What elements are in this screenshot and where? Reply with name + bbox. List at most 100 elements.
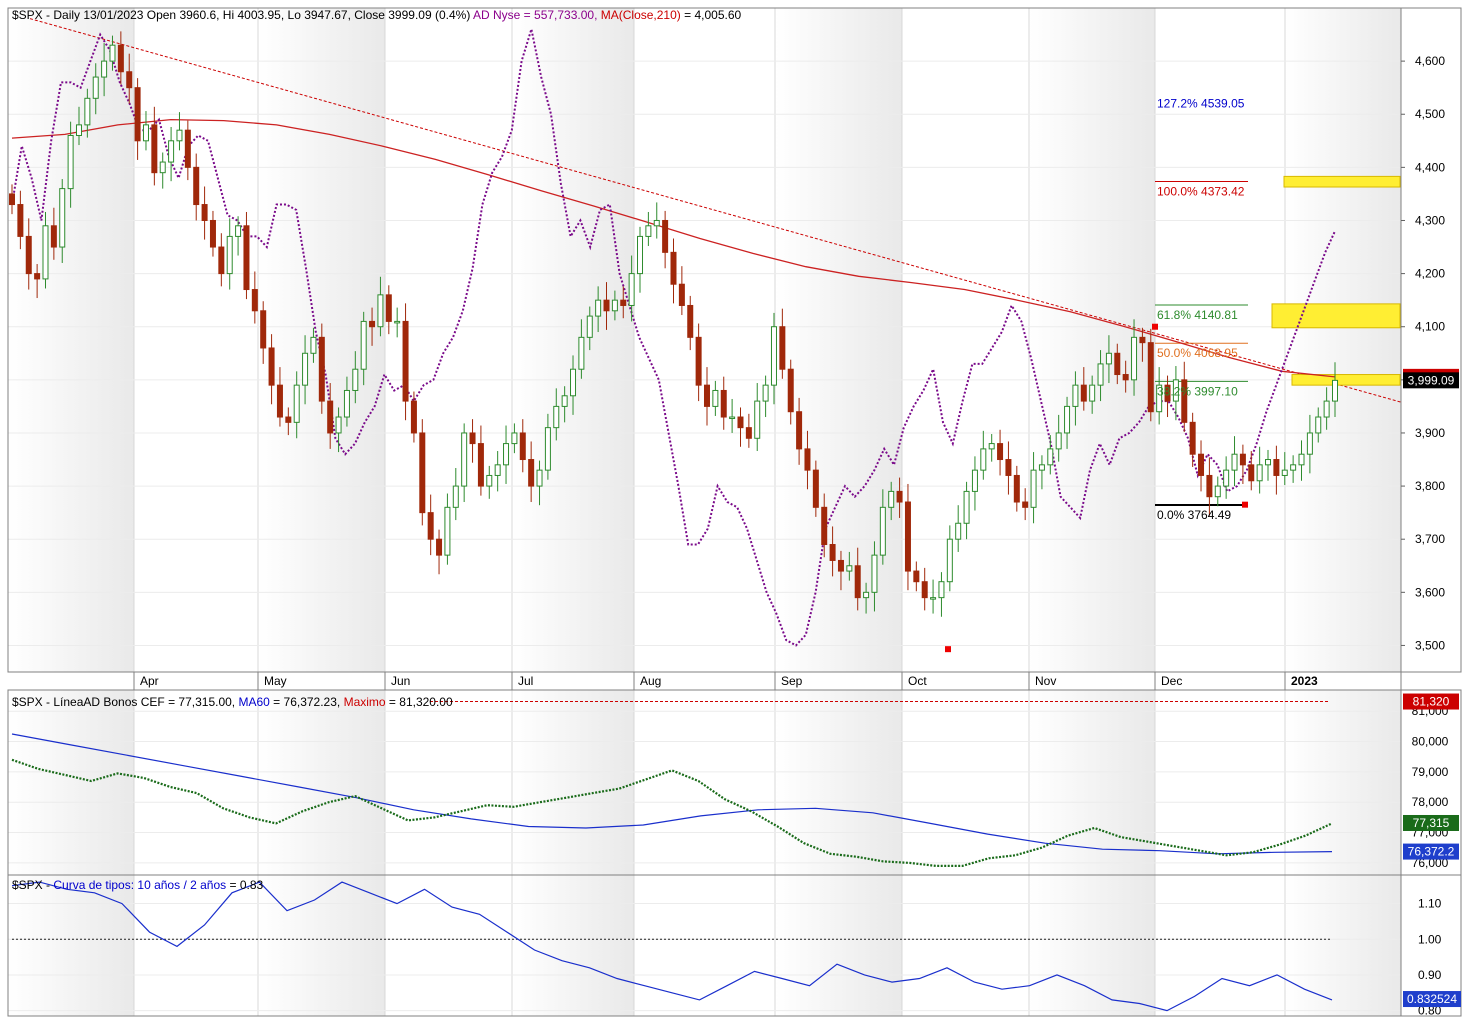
price-tick-label: 3,600 — [1415, 585, 1445, 599]
candle-body — [50, 225, 57, 248]
candle-body — [1248, 464, 1255, 482]
candle-body — [134, 87, 141, 142]
candle-body — [980, 448, 987, 471]
ad-bonds-tick-label: 79,000 — [1412, 765, 1449, 779]
candle-body — [712, 389, 719, 407]
ma-210-line — [11, 118, 1336, 378]
month-band — [1029, 875, 1155, 1016]
candle-body — [888, 490, 895, 508]
candle-body — [1147, 342, 1154, 413]
candle-body — [570, 368, 577, 397]
candle-body — [84, 97, 91, 126]
candle-body — [101, 60, 108, 78]
candle-body — [1047, 448, 1054, 466]
candle-body — [770, 326, 777, 386]
candle-body — [226, 235, 233, 275]
candle-body — [687, 304, 694, 338]
candle-body — [645, 225, 652, 237]
candle-body — [1022, 501, 1029, 508]
month-band — [512, 690, 634, 875]
month-band — [8, 8, 134, 672]
month-label: Aug — [640, 674, 661, 688]
ad-bonds-panel-title-part: = 81,320.00 — [386, 695, 453, 709]
candle-body — [494, 464, 501, 476]
price-panel-title-part: MA(Close,210) — [601, 8, 681, 22]
month-band — [512, 8, 634, 672]
price-tick-label: 3,500 — [1415, 638, 1445, 652]
candle-body — [126, 71, 133, 89]
candle-body — [695, 336, 702, 386]
candle-body — [117, 44, 124, 73]
candle-body — [1080, 384, 1087, 402]
candle-body — [1131, 336, 1138, 381]
candle-body — [1332, 379, 1338, 402]
price-tick-label: 3,800 — [1415, 479, 1445, 493]
fib-level-label: 127.2% 4539.05 — [1157, 96, 1245, 110]
yield-tick-label: 0.90 — [1418, 968, 1442, 982]
candle-body — [486, 474, 493, 487]
candle-body — [620, 299, 627, 306]
panel-frame — [7, 874, 1462, 1017]
ad-bonds-panel-title: $SPX - LíneaAD Bonos CEF = 77,315.00, MA… — [12, 695, 453, 709]
candle-body — [871, 554, 878, 593]
candle-body — [762, 384, 769, 402]
candle-body — [611, 299, 618, 312]
candle-body — [1030, 469, 1037, 508]
candle-body — [678, 283, 685, 306]
yield-tick-label: 1.00 — [1418, 932, 1442, 946]
candle-body — [1189, 421, 1196, 455]
candle-body — [1265, 459, 1272, 466]
yield-tick-label: 1.10 — [1418, 897, 1442, 911]
price-panel-title-part: AD Nyse = 557,733.00, — [473, 8, 601, 22]
candle-body — [946, 538, 953, 583]
candle-body — [804, 448, 811, 471]
candle-body — [1256, 464, 1263, 482]
month-band — [634, 8, 775, 672]
yield-panel-title: $SPX - Curva de tipos: 10 años / 2 años … — [12, 878, 263, 892]
month-label: 2023 — [1291, 674, 1318, 688]
candle-body — [536, 469, 543, 487]
candle-body — [1181, 379, 1188, 423]
candle-body — [1198, 453, 1205, 476]
month-band — [1285, 8, 1401, 672]
price-tick-label: 3,900 — [1415, 426, 1445, 440]
candle-body — [25, 235, 32, 275]
candle-body — [151, 124, 158, 174]
candle-body — [930, 597, 937, 600]
yield-panel-title-part: $SPX - — [12, 878, 53, 892]
candle-body — [737, 416, 744, 429]
candle-body — [201, 204, 208, 221]
fib-level-label: 38.2% 3997.10 — [1157, 384, 1238, 398]
candle-body — [1164, 384, 1171, 402]
ad-bonds-panel-title-part: Maximo — [344, 695, 386, 709]
candle-body — [276, 384, 283, 418]
candle-body — [637, 235, 644, 275]
price-badge-label: 3,999.09 — [1408, 373, 1455, 387]
ad-bonds-panel-title-part: $SPX - LíneaAD Bonos CEF = 77,315.00, — [12, 695, 238, 709]
candle-body — [176, 129, 183, 142]
candle-body — [1139, 336, 1146, 344]
candle-body — [42, 225, 49, 280]
candle-body — [436, 538, 443, 556]
ad-bonds-badge-label: 77,315 — [1413, 816, 1450, 830]
yield-badge-label: 0.832524 — [1407, 992, 1457, 1006]
candle-body — [1122, 374, 1129, 381]
candle-body — [17, 204, 24, 237]
candle-body — [360, 320, 367, 370]
candle-body — [586, 315, 593, 338]
price-tick-label: 4,200 — [1415, 267, 1445, 281]
candle-body — [971, 469, 978, 492]
month-label: Oct — [908, 674, 927, 688]
candle-body — [235, 225, 242, 237]
fib-level-label: 100.0% 4373.42 — [1157, 184, 1245, 198]
candle-body — [720, 389, 727, 418]
candle-body — [561, 395, 568, 407]
month-band — [8, 875, 134, 1016]
candle-body — [578, 336, 585, 370]
candle-body — [310, 336, 317, 354]
month-band — [1155, 875, 1285, 1016]
candle-body — [75, 124, 82, 136]
price-badge — [1403, 372, 1459, 389]
candle-body — [904, 501, 911, 572]
month-label: Sep — [781, 674, 803, 688]
